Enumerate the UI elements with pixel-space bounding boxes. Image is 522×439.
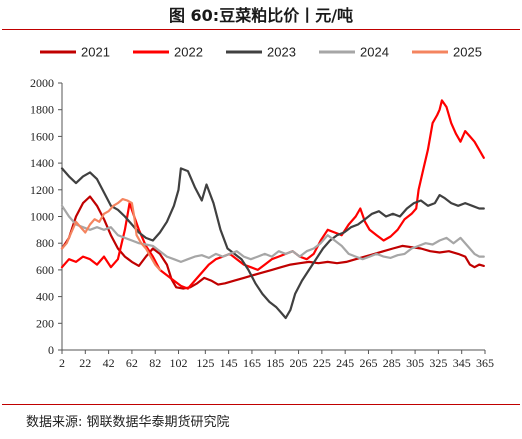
x-tick-label: 325 [429, 356, 447, 370]
x-tick-label: 285 [383, 356, 401, 370]
source-divider [2, 404, 520, 405]
y-tick-label: 1800 [30, 103, 54, 117]
y-tick-label: 2000 [30, 76, 54, 90]
x-tick-label: 62 [126, 356, 138, 370]
series-line-2024 [60, 204, 485, 263]
x-tick-label: 2 [59, 356, 65, 370]
x-tick-label: 205 [290, 356, 308, 370]
x-tick-label: 82 [149, 356, 161, 370]
x-tick-label: 365 [476, 356, 494, 370]
series-line-2022 [60, 99, 485, 290]
x-tick-label: 42 [103, 356, 115, 370]
series-lines [60, 99, 485, 320]
y-tick-label: 200 [36, 316, 54, 330]
legend-label-2023: 2023 [267, 45, 296, 60]
y-tick-label: 1200 [30, 183, 54, 197]
x-tick-label: 145 [220, 356, 238, 370]
y-tick-label: 0 [48, 343, 54, 357]
line-chart: 2021 2022 2023 2024 2025 0 200 400 600 800 1000 12… [30, 45, 494, 371]
data-source: 数据来源: 钢联数据华泰期货研究院 [26, 415, 230, 430]
x-tick-label: 102 [170, 356, 188, 370]
y-tick-label: 1400 [30, 156, 54, 170]
title-divider [2, 29, 520, 30]
y-tick-label: 400 [36, 290, 54, 304]
x-tick-label: 165 [243, 356, 261, 370]
x-tick-label: 245 [336, 356, 354, 370]
series-line-2025 [60, 198, 161, 271]
legend-label-2025: 2025 [453, 45, 482, 60]
x-tick-label: 185 [266, 356, 284, 370]
legend-label-2022: 2022 [174, 45, 203, 60]
legend: 2021 2022 2023 2024 2025 [40, 45, 482, 60]
y-tick-label: 1600 [30, 129, 54, 143]
legend-label-2024: 2024 [360, 45, 389, 60]
x-tick-label: 305 [406, 356, 424, 370]
x-tick-label: 22 [79, 356, 91, 370]
chart-title: 图 60:豆菜粕比价丨元/吨 [168, 6, 354, 25]
series-line-2023 [60, 167, 485, 320]
x-tick-label: 265 [359, 356, 377, 370]
y-tick-label: 600 [36, 263, 54, 277]
y-tick-label: 1000 [30, 210, 54, 224]
legend-label-2021: 2021 [81, 45, 110, 60]
series-line-2021 [60, 195, 485, 290]
x-tick-label: 125 [196, 356, 214, 370]
x-tick-label: 345 [453, 356, 471, 370]
y-tick-label: 800 [36, 236, 54, 250]
x-tick-label: 225 [313, 356, 331, 370]
